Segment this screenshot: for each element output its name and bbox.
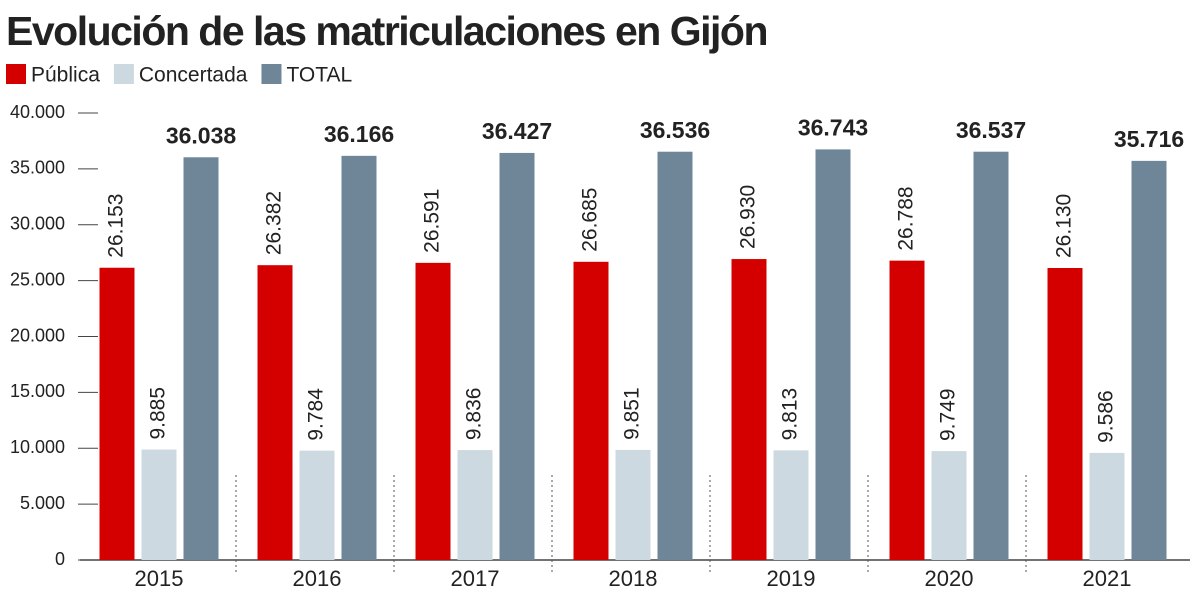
value-label: 26.788	[895, 186, 918, 250]
chart-title: Evolución de las matriculaciones en Gijó…	[6, 8, 767, 54]
y-tick-label: 30.000	[10, 214, 65, 234]
y-tick-label: 35.000	[10, 158, 65, 178]
bar	[341, 155, 377, 560]
value-label: 9.851	[621, 387, 644, 440]
bar	[573, 261, 609, 560]
y-tick-label: 15.000	[10, 381, 65, 401]
value-label: 26.930	[737, 185, 760, 249]
value-label: 36.166	[324, 121, 394, 147]
bar	[773, 450, 809, 560]
legend-swatch	[261, 64, 282, 84]
value-label: 36.537	[956, 117, 1026, 143]
value-label: 26.685	[579, 188, 602, 252]
bar	[889, 260, 925, 560]
legend-swatch	[113, 64, 134, 84]
bar	[183, 157, 219, 561]
y-tick-label: 0	[55, 549, 65, 569]
bar	[257, 265, 293, 560]
x-tick-label: 2016	[293, 566, 342, 591]
bar	[731, 259, 767, 560]
value-label: 9.836	[463, 388, 486, 441]
bar	[931, 451, 967, 560]
legend-label: TOTAL	[286, 64, 352, 87]
value-label: 36.743	[798, 114, 868, 140]
bar	[499, 152, 535, 560]
y-tick-label: 10.000	[10, 437, 65, 457]
value-label: 9.813	[779, 388, 802, 441]
bar	[141, 449, 177, 560]
value-label: 36.427	[482, 118, 552, 144]
bar	[657, 151, 693, 560]
y-tick-label: 20.000	[10, 325, 65, 345]
x-tick-label: 2019	[767, 566, 816, 591]
x-tick-label: 2015	[135, 566, 184, 591]
value-label: 26.382	[263, 191, 286, 255]
bar	[1047, 267, 1083, 560]
value-label: 26.591	[421, 189, 444, 253]
bar	[457, 450, 493, 560]
x-tick-label: 2018	[609, 566, 658, 591]
value-label: 9.784	[305, 388, 328, 441]
value-label: 9.749	[937, 388, 960, 441]
bar	[99, 267, 135, 560]
bar	[815, 149, 851, 560]
bar	[973, 151, 1009, 560]
x-tick-label: 2020	[925, 566, 974, 591]
bar	[299, 450, 335, 560]
legend-swatch	[6, 64, 26, 84]
bar	[1131, 160, 1167, 560]
legend-label: Pública	[31, 64, 100, 87]
value-label: 26.130	[1053, 194, 1076, 258]
y-tick-label: 40.000	[10, 102, 65, 122]
bar	[1089, 452, 1125, 560]
x-tick-label: 2021	[1083, 566, 1132, 591]
legend-label: Concertada	[139, 64, 248, 87]
x-tick-label: 2017	[451, 566, 500, 591]
y-tick-label: 5.000	[20, 493, 65, 513]
bar	[615, 449, 651, 560]
value-label: 9.586	[1095, 390, 1118, 443]
bar	[415, 262, 451, 560]
value-label: 9.885	[147, 387, 170, 440]
value-label: 35.716	[1114, 126, 1184, 152]
value-label: 36.536	[640, 117, 710, 143]
value-label: 36.038	[166, 122, 237, 148]
y-tick-label: 25.000	[10, 269, 65, 289]
value-label: 26.153	[105, 194, 128, 258]
